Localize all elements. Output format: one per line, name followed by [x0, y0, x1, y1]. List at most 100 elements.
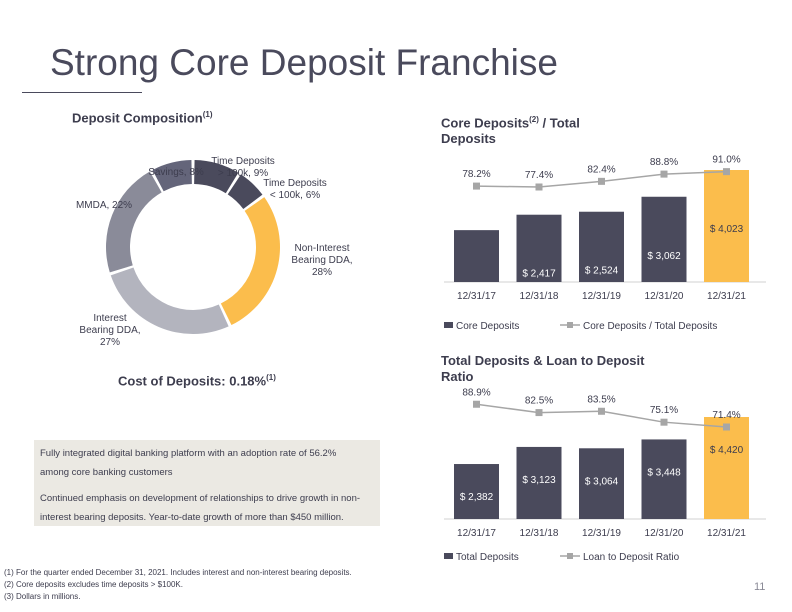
ratio-marker: [598, 177, 605, 185]
ratio-value-label: 77.4%: [525, 170, 553, 181]
x-tick-label: 12/31/19: [582, 528, 621, 539]
donut-slice-label: MMDA, 22%: [76, 200, 132, 211]
deposit-composition-donut: Time Deposits > 100k, 9%Time Deposits < 10…: [76, 156, 353, 348]
legend-line-marker: [567, 322, 573, 328]
ratio-marker: [723, 423, 730, 431]
cost-of-deposits-label: Cost of Deposits: 0.18%: [118, 373, 267, 389]
legend-bar-label: Total Deposits: [456, 552, 519, 563]
ratio-marker: [723, 168, 730, 176]
donut-slice-label: Savings, 8%: [148, 167, 204, 178]
core-deposits-chart-title-line2: Deposits: [441, 131, 496, 147]
total-deposits-chart-heading: Total Deposits & Loan to Deposit Ratio: [441, 353, 644, 385]
ratio-value-label: 82.5%: [525, 396, 553, 407]
ratio-value-label: 88.8%: [650, 157, 678, 168]
ratio-marker: [660, 170, 668, 178]
x-tick-label: 12/31/21: [707, 291, 746, 302]
donut-slice: [227, 174, 263, 210]
page-title: Strong Core Deposit Franchise: [50, 42, 558, 83]
bar-value-label: $ 4,023: [710, 224, 744, 235]
donut-label-line: Non-Interest: [294, 243, 349, 254]
x-tick-label: 12/31/18: [520, 291, 559, 302]
info-line-1: Fully integrated digital banking platfor…: [40, 448, 337, 459]
bar: [704, 417, 749, 519]
donut-slice-label: Time Deposits > 100k, 9%: [211, 156, 275, 179]
x-tick-label: 12/31/17: [457, 291, 496, 302]
bar-value-label: $ 3,064: [585, 476, 619, 487]
deposit-composition-title: Deposit Composition: [72, 110, 203, 126]
donut-label-line: > 100k, 9%: [218, 168, 268, 179]
x-tick-label: 12/31/17: [457, 528, 496, 539]
donut-label-line: Bearing DDA,: [291, 255, 352, 266]
ratio-value-label: 78.2%: [462, 169, 490, 180]
footnotes: (1) For the quarter ended December 31, 2…: [0, 568, 520, 608]
bar-value-label: $ 3,123: [522, 475, 556, 486]
bar-value-label: $ 2,417: [522, 269, 556, 280]
donut-label-line: Savings, 8%: [148, 167, 204, 178]
x-tick-label: 12/31/21: [707, 528, 746, 539]
legend-line-label: Core Deposits / Total Deposits: [583, 321, 717, 332]
donut-label-line: 27%: [100, 337, 120, 348]
ratio-marker: [535, 183, 543, 191]
title-underline: [22, 92, 142, 93]
ratio-value-label: 75.1%: [650, 405, 678, 416]
legend-line-marker: [567, 553, 573, 559]
total-deposits-chart-title-line2: Ratio: [441, 369, 474, 384]
x-tick-label: 12/31/19: [582, 291, 621, 302]
bar-value-label: $ 2,524: [585, 266, 619, 277]
donut-slice-label: Non-Interest Bearing DDA, 28%: [291, 243, 352, 278]
donut-slice: [106, 171, 162, 273]
page-number: 11: [754, 581, 766, 593]
deposit-composition-footnote-ref: (1): [202, 110, 213, 119]
info-box: Fully integrated digital banking platfor…: [34, 440, 380, 526]
ratio-marker: [473, 400, 480, 408]
donut-slice: [110, 267, 229, 334]
core-deposits-chart-title-rest: / Total: [538, 115, 580, 131]
legend-bar-label: Core Deposits: [456, 321, 519, 332]
core-deposits-chart-heading: Core Deposits(2) / Total Deposits: [441, 112, 580, 147]
bar: [579, 448, 624, 519]
x-tick-label: 12/31/18: [520, 528, 559, 539]
footnote-1: (1) For the quarter ended December 31, 2…: [4, 568, 352, 577]
cost-of-deposits-heading: Cost of Deposits: 0.18%(1): [118, 373, 276, 388]
ratio-marker: [535, 409, 543, 417]
info-line-4: interest bearing deposits. Year-to-date …: [40, 512, 344, 523]
donut-slices: [106, 160, 280, 334]
total-deposits-chart-title: Total Deposits & Loan to Deposit: [441, 353, 645, 368]
bar: [516, 446, 562, 519]
legend-bar-swatch: [444, 553, 453, 559]
ratio-value-label: 71.4%: [712, 410, 740, 421]
cost-of-deposits-footnote-ref: (1): [266, 373, 276, 382]
ratio-marker: [598, 407, 605, 415]
bar: [454, 230, 499, 282]
ratio-marker: [660, 418, 668, 426]
ratio-marker: [473, 182, 480, 190]
bar: [704, 170, 749, 282]
footnote-2: (2) Core deposits excludes time deposits…: [4, 580, 183, 589]
donut-slice: [220, 197, 280, 326]
x-tick-label: 12/31/20: [645, 528, 684, 539]
legend-bar-swatch: [444, 322, 453, 328]
donut-label-line: < 100k, 6%: [270, 190, 320, 201]
donut-label-line: 28%: [312, 267, 332, 278]
donut-labels: Time Deposits > 100k, 9%Time Deposits < 10…: [76, 156, 353, 348]
donut-slice-label: Time Deposits < 100k, 6%: [263, 178, 327, 201]
donut-slice: [152, 160, 192, 192]
donut-label-line: MMDA, 22%: [76, 200, 132, 211]
bar: [641, 196, 687, 282]
ratio-value-label: 88.9%: [462, 387, 490, 398]
donut-label-line: Bearing DDA,: [79, 325, 140, 336]
bar: [516, 214, 562, 282]
ratio-value-label: 82.4%: [587, 164, 615, 175]
core-deposits-chart-title: Core Deposits: [441, 115, 530, 131]
bar: [579, 211, 624, 282]
donut-label-line: Time Deposits: [211, 156, 275, 167]
legend-line-label: Loan to Deposit Ratio: [583, 552, 680, 563]
bar-value-label: $ 4,420: [710, 445, 744, 456]
bar: [454, 464, 499, 519]
info-line-2: among core banking customers: [40, 467, 173, 478]
deposit-composition-heading: Deposit Composition(1): [72, 110, 213, 125]
bar-value-label: $ 1,863: [460, 284, 494, 295]
donut-slice-label: Interest Bearing DDA, 27%: [79, 313, 140, 348]
bar: [641, 439, 687, 519]
